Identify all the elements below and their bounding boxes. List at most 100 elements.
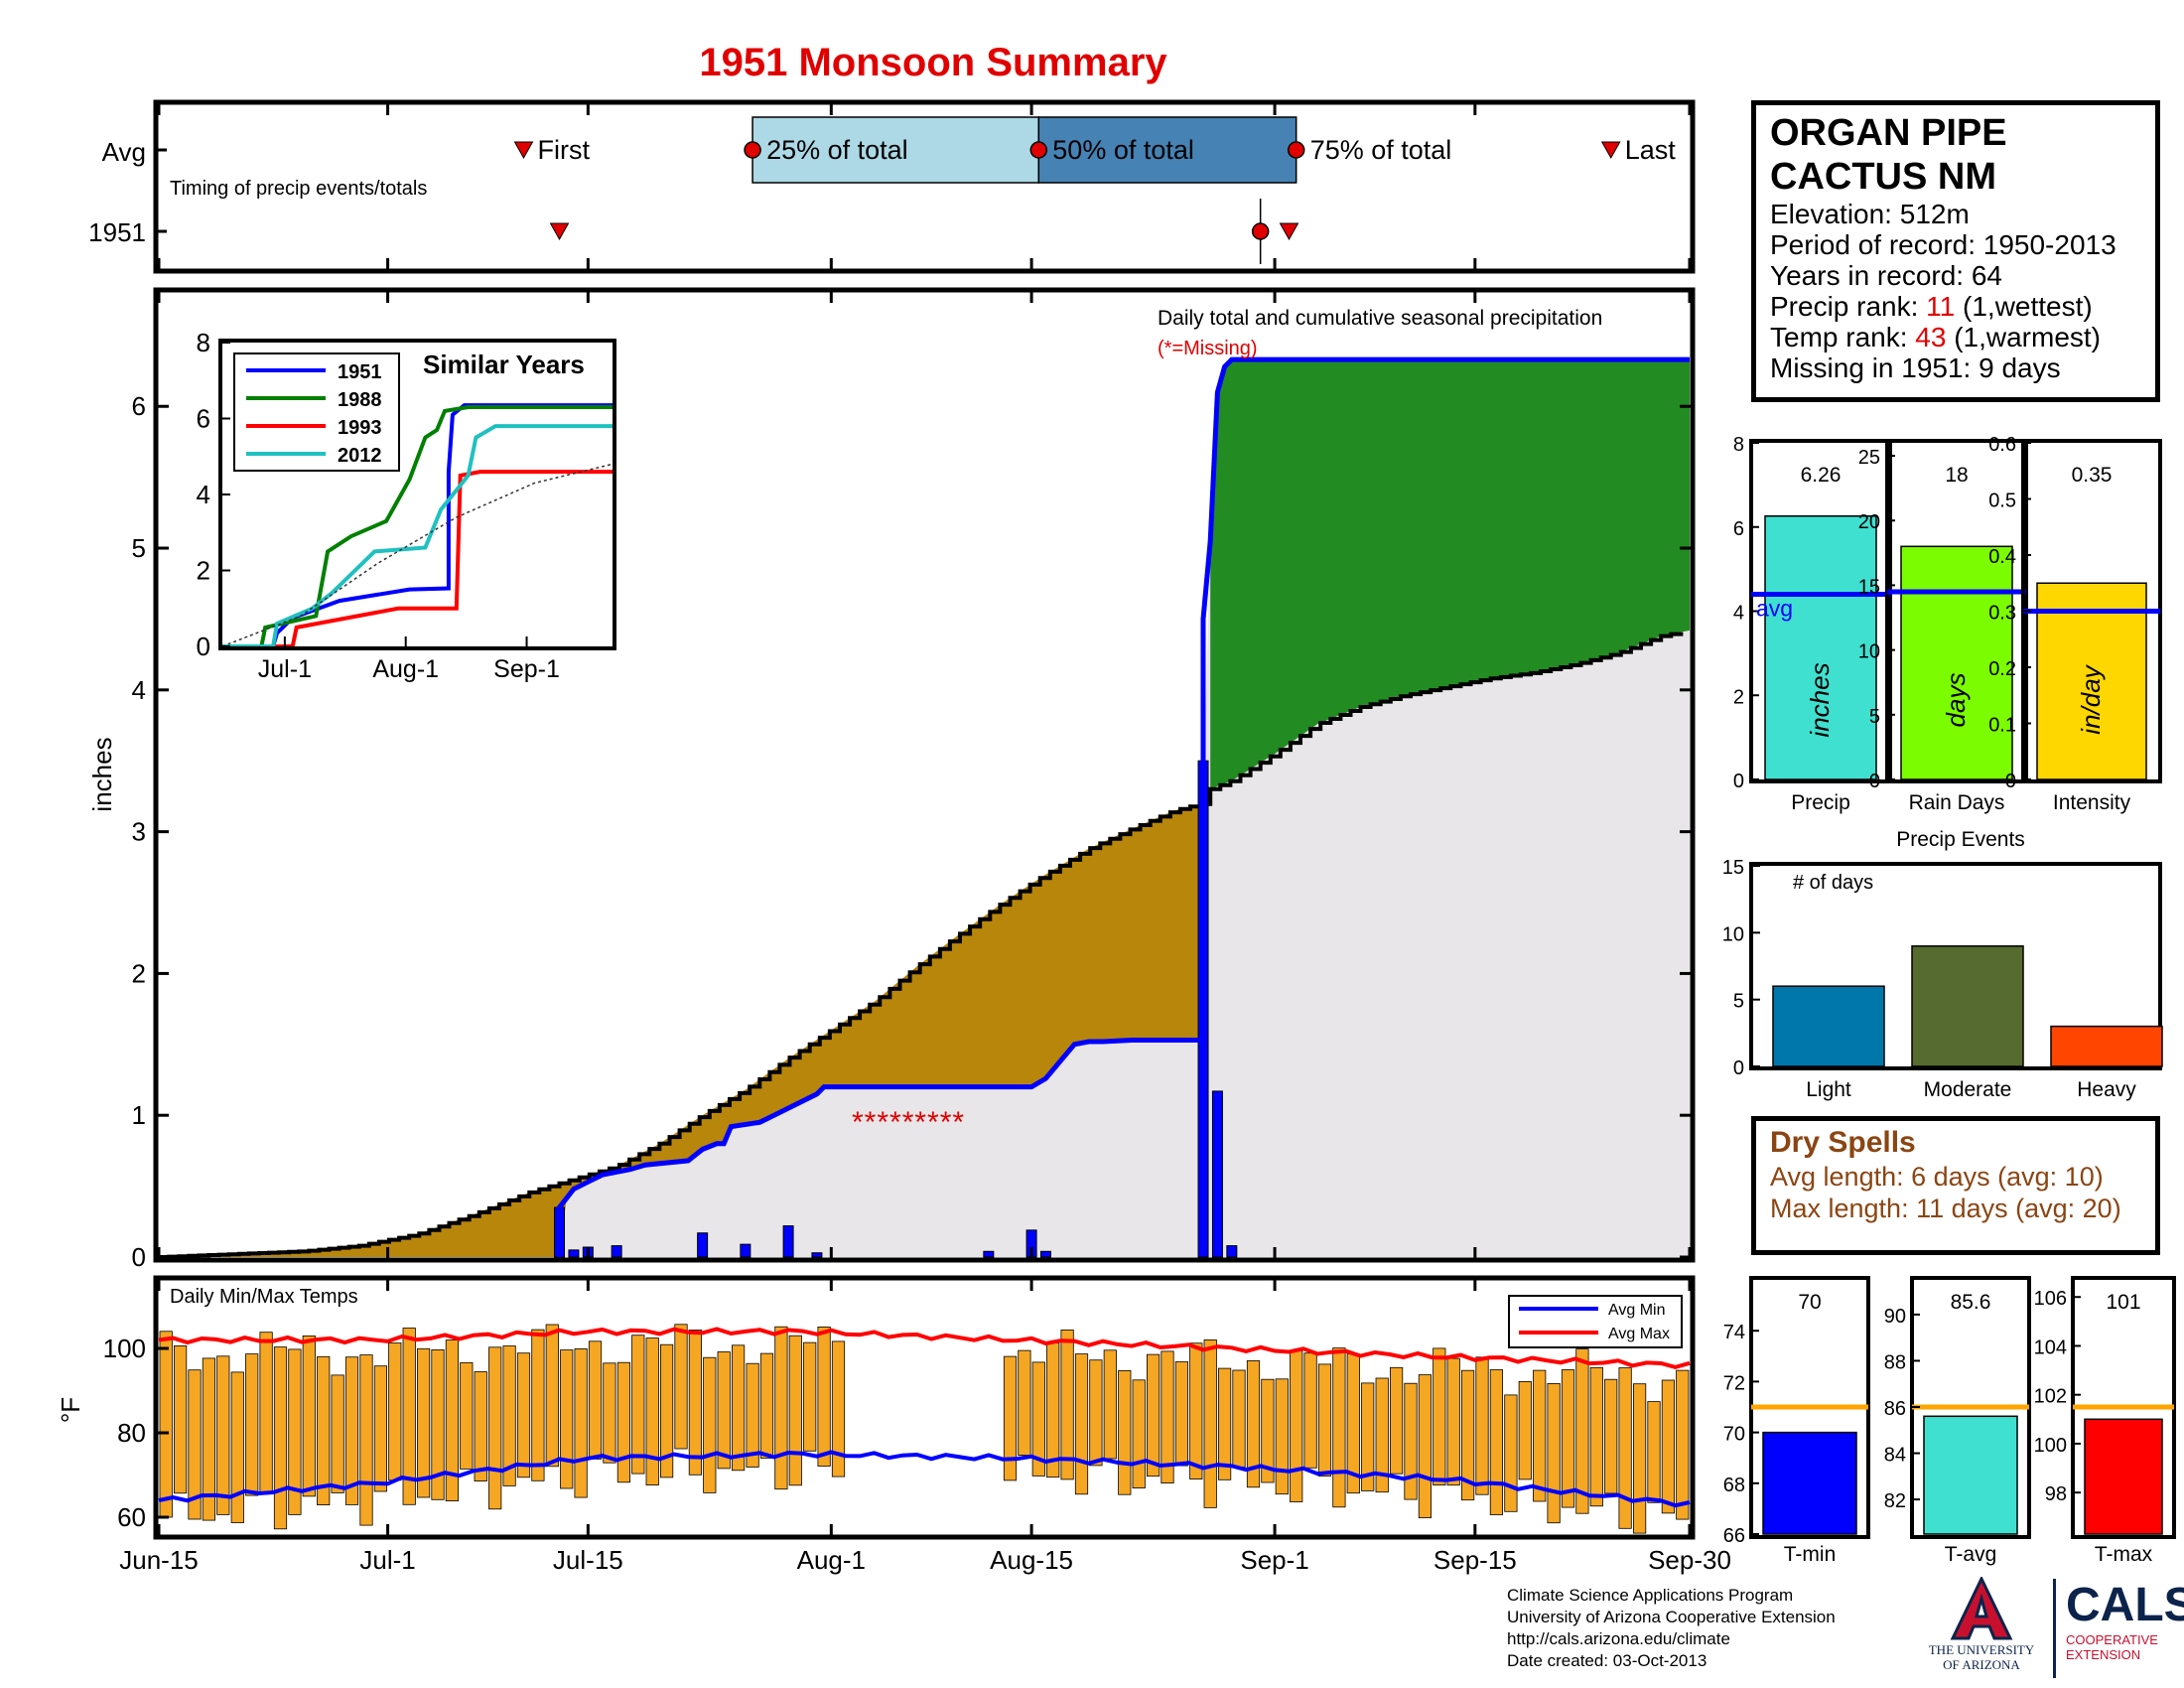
daily-temp-bar bbox=[616, 1361, 631, 1483]
temp-stat-y-tick-label: 90 bbox=[1884, 1306, 1906, 1328]
daily-temp-bar bbox=[603, 1362, 616, 1464]
daily-temp-bar bbox=[1317, 1363, 1332, 1477]
station-precip-rank: Precip rank: 11 (1,wettest) bbox=[1770, 291, 2141, 322]
daily-temp-bar bbox=[1103, 1349, 1117, 1460]
temp-stat-bar-0 bbox=[1762, 1431, 1857, 1535]
date-x-tick-label: Jul-15 bbox=[553, 1545, 623, 1575]
ua-line1: THE UNIVERSITY bbox=[1928, 1642, 2035, 1657]
daily-temp-bar bbox=[1290, 1350, 1303, 1502]
temp-stat-y-tick-label: 72 bbox=[1723, 1372, 1745, 1394]
1951-p-marker bbox=[1251, 222, 1270, 240]
date-x-tick-label: Sep-30 bbox=[1648, 1545, 1731, 1575]
daily-precip-bar bbox=[568, 1249, 580, 1258]
daily-temp-bar bbox=[273, 1346, 288, 1530]
daily-temp-bar bbox=[1147, 1353, 1160, 1477]
event-y-tick-label: 15 bbox=[1722, 857, 1744, 879]
temp-stat-value-label-0: 70 bbox=[1798, 1291, 1821, 1314]
daily-temp-bar bbox=[259, 1332, 273, 1494]
event-bar-light bbox=[1772, 985, 1885, 1067]
1951-first-marker bbox=[549, 222, 570, 241]
stat-y-tick-label: 0.5 bbox=[1988, 491, 2016, 512]
missing-note: (*=Missing) bbox=[1158, 338, 1258, 359]
footer-line1: Climate Science Applications Program bbox=[1507, 1586, 1794, 1605]
stat-y-tick-label: 25 bbox=[1858, 447, 1880, 469]
ua-line2: OF ARIZONA bbox=[1943, 1657, 2020, 1672]
daily-temp-bar bbox=[1604, 1378, 1618, 1494]
stat-y-tick-label: 2 bbox=[1733, 686, 1744, 708]
temps-legend-box bbox=[1508, 1295, 1683, 1348]
p50-p75-box bbox=[1037, 116, 1297, 184]
daily-temp-bar bbox=[516, 1352, 531, 1478]
daily-temp-bar bbox=[245, 1353, 259, 1496]
temps-frame bbox=[153, 1275, 1696, 1540]
daily-temp-bar bbox=[1060, 1330, 1074, 1480]
inset-legend-label: 2012 bbox=[338, 445, 382, 467]
avg-p25-marker bbox=[744, 141, 761, 159]
daily-precip-bar bbox=[740, 1243, 751, 1258]
event-category-label: Heavy bbox=[2077, 1078, 2136, 1101]
temp-stat-y-tick-label: 86 bbox=[1884, 1398, 1906, 1420]
daily-temp-bar bbox=[1647, 1401, 1661, 1503]
timing-marks: First 25% of total 50% of total 75% of tota… bbox=[156, 116, 1676, 264]
daily-precip-bar bbox=[811, 1252, 823, 1258]
temp-stat-y-tick-label: 104 bbox=[2034, 1336, 2067, 1358]
temps-panel: Daily Min/Max Temps °F Avg Min Avg Max 6… bbox=[56, 102, 1731, 1575]
station-period: Period of record: 1950-2013 bbox=[1770, 229, 2116, 260]
daily-temp-bar bbox=[416, 1347, 431, 1498]
p25-p50-box bbox=[751, 116, 1040, 184]
daily-temp-bar bbox=[1046, 1342, 1060, 1478]
daily-temp-bar bbox=[188, 1369, 202, 1520]
daily-temp-bar bbox=[1118, 1370, 1132, 1495]
precip-y-tick-label: 3 bbox=[132, 817, 146, 847]
daily-temp-bar bbox=[1375, 1377, 1389, 1493]
daily-temp-bar bbox=[1589, 1366, 1603, 1507]
temp-rank-label: Temp rank: bbox=[1770, 322, 1916, 352]
daily-precip-bar bbox=[983, 1250, 995, 1258]
daily-temp-bar bbox=[173, 1345, 188, 1494]
stat-y-tick-label: 0 bbox=[2005, 771, 2016, 792]
chart-title: 1951 Monsoon Summary bbox=[699, 41, 1167, 84]
avg-last-marker bbox=[1600, 141, 1621, 160]
daily-temp-bar bbox=[588, 1340, 603, 1460]
daily-temp-bar bbox=[502, 1345, 516, 1486]
station-info-box: ORGAN PIPE CACTUS NM Elevation: 512m Per… bbox=[1751, 100, 2160, 402]
station-years: Years in record: 64 bbox=[1770, 260, 2002, 291]
daily-temp-bar bbox=[674, 1324, 688, 1450]
footer-credits: Climate Science Applications Program Uni… bbox=[1507, 1585, 1836, 1672]
daily-temp-bar bbox=[660, 1343, 674, 1478]
daily-temp-bar bbox=[288, 1348, 302, 1515]
average-cumulative-line bbox=[159, 632, 1684, 1259]
daily-temp-bar bbox=[373, 1365, 388, 1492]
event-category-label: Light bbox=[1806, 1078, 1851, 1101]
station-elevation: Elevation: 512m bbox=[1770, 199, 1970, 229]
university-logo: THE UNIVERSITY OF ARIZONA bbox=[1922, 1577, 2041, 1676]
avg-max-line bbox=[158, 1327, 1691, 1369]
daily-temp-bar bbox=[445, 1339, 460, 1501]
footer-line3[interactable]: http://cals.arizona.edu/climate bbox=[1507, 1629, 1730, 1648]
precip-y-tick-label: 0 bbox=[132, 1242, 146, 1272]
date-x-tick-label: Sep-1 bbox=[1240, 1545, 1308, 1575]
daily-temp-bar bbox=[688, 1330, 703, 1476]
daily-temp-bar bbox=[759, 1352, 774, 1459]
inset-y-tick-label: 4 bbox=[197, 480, 210, 509]
daily-temp-bar bbox=[1261, 1378, 1275, 1483]
stat-y-tick-label: 0 bbox=[1733, 771, 1744, 792]
daily-temp-bar bbox=[1203, 1339, 1217, 1508]
avg-min-line bbox=[158, 1450, 1691, 1508]
daily-precip-bar bbox=[697, 1232, 709, 1258]
date-x-tick-label: Aug-1 bbox=[797, 1545, 866, 1575]
precip-plot-area bbox=[159, 356, 1690, 1259]
legend-max-label: Avg Max bbox=[1608, 1326, 1670, 1342]
daily-temp-bar bbox=[831, 1340, 846, 1477]
avg-first-marker bbox=[513, 141, 534, 160]
stat-category-label-0: Precip bbox=[1791, 791, 1850, 814]
daily-temp-bar bbox=[717, 1351, 731, 1470]
avg-p50-label: 50% of total bbox=[1052, 135, 1194, 165]
ua-a-icon bbox=[1950, 1577, 2013, 1640]
inset-y-tick-label: 0 bbox=[197, 632, 210, 661]
temps-y-label: °F bbox=[56, 1397, 85, 1423]
temps-y-tick-label: 60 bbox=[117, 1502, 146, 1532]
daily-temp-bar bbox=[1031, 1361, 1045, 1477]
date-x-tick-label: Jun-15 bbox=[119, 1545, 199, 1575]
